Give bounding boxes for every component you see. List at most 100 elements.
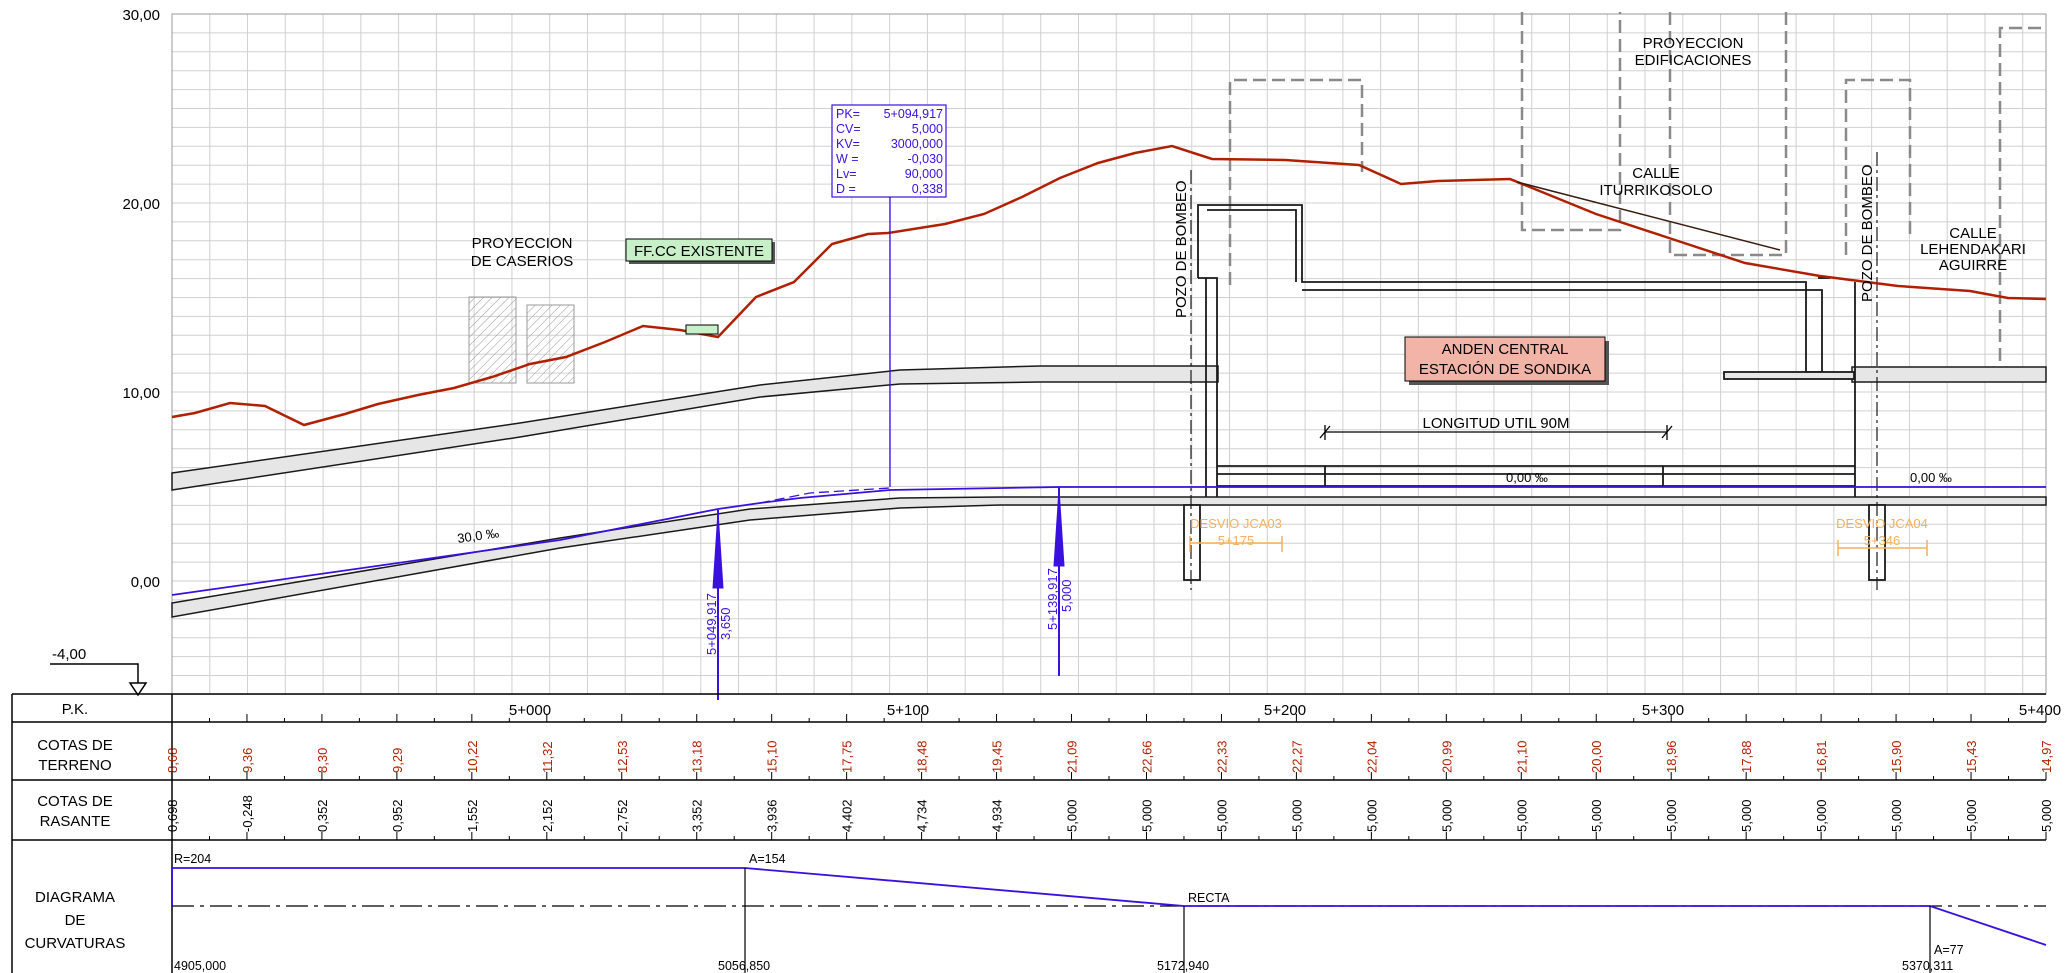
curvature-station: 5056,850: [718, 959, 770, 973]
vc-value: 3000,000: [891, 137, 943, 151]
vc-key: PK=: [836, 107, 860, 121]
terreno-value: 20,99: [1439, 740, 1454, 773]
cotas-terreno-values: 8,68 9,36 8,30 9,29 10,22 11,32 12,53 13,18 15,1…: [165, 740, 2054, 773]
pk-label: 5+300: [1642, 702, 1684, 719]
terreno-value: 21,10: [1514, 740, 1529, 773]
pendiente-label: 0,00 ‰: [1910, 470, 1952, 485]
pk-label: 5+000: [509, 702, 551, 719]
rasante-value: 5,000: [1439, 799, 1454, 832]
curvature-r-label: R=204: [174, 852, 211, 866]
pk-label: 5+400: [2019, 702, 2061, 719]
terreno-value: 9,36: [240, 748, 255, 773]
terreno-value: 14,97: [2039, 740, 2054, 773]
pendiente-label: 0,00 ‰: [1506, 470, 1548, 485]
vc-key: KV=: [836, 137, 860, 151]
terreno-value: 11,32: [540, 741, 555, 773]
desvio-jca03-pk: 5+175: [1218, 533, 1255, 548]
terreno-value: 9,29: [390, 748, 405, 773]
rasante-value: -0,248: [240, 795, 255, 832]
terreno-value: 15,10: [765, 740, 780, 773]
rasante-value: 1,552: [465, 799, 480, 832]
curvature-diagram: R=204 A=154 RECTA A=77 4905,000 5056,850…: [171, 852, 2047, 973]
vc-value: -0,030: [908, 152, 943, 166]
desvio-markers: [1189, 536, 1928, 556]
curvature-a154-label: A=154: [749, 852, 786, 866]
terreno-value: 19,45: [990, 740, 1005, 773]
anden-central-label: ESTACIÓN DE SONDIKA: [1419, 361, 1591, 378]
datum-label: -4,00: [52, 646, 86, 663]
y-tick-label: 30,00: [122, 7, 160, 24]
profile-table: [11, 693, 2046, 973]
terreno-value: 17,75: [840, 740, 855, 773]
terreno-value: 16,81: [1814, 740, 1829, 773]
y-tick-label: 10,00: [122, 385, 160, 402]
rasante-value: 5,000: [1289, 799, 1304, 832]
row-header-curvaturas: DE: [65, 912, 86, 929]
rasante-value: 2,752: [615, 799, 630, 832]
row-header-pk: P.K.: [62, 701, 88, 718]
terreno-value: 13,18: [690, 740, 705, 773]
desvio-jca03-label: DESVIO JCA03: [1190, 516, 1282, 531]
rasante-value: 5,000: [1664, 799, 1679, 832]
proyeccion-edificaciones-label: EDIFICACIONES: [1635, 52, 1752, 69]
pk-label: 5+200: [1264, 702, 1306, 719]
terreno-value: 10,22: [465, 740, 480, 773]
row-header-terreno: COTAS DE: [37, 737, 113, 754]
rasante-value: 4,934: [990, 799, 1005, 832]
rasante-value: 2,152: [540, 799, 555, 832]
vertex-1-pk: 5+049,917: [704, 593, 719, 655]
vc-key: CV=: [836, 122, 861, 136]
rasante-value: 5,000: [1739, 799, 1754, 832]
longitud-util-label: LONGITUD UTIL 90M: [1423, 415, 1570, 432]
terreno-value: 8,68: [165, 748, 180, 773]
curvature-recta-label: RECTA: [1188, 891, 1230, 905]
vc-key: Lv=: [836, 167, 857, 181]
pk-labels: 5+000 5+100 5+200 5+300 5+400: [509, 702, 2061, 719]
curvature-station: 4905,000: [174, 959, 226, 973]
rasante-value: 3,352: [690, 799, 705, 832]
pozo-bombeo-label: POZO DE BOMBEO: [1859, 164, 1876, 302]
rasante-value: 5,000: [1589, 799, 1604, 832]
terreno-value: 12,53: [615, 740, 630, 773]
terreno-value: 18,48: [915, 740, 930, 773]
y-axis: 30,00 20,00 10,00 0,00: [122, 7, 160, 591]
pendiente-label: 30,0 ‰: [456, 525, 500, 546]
ffcc-existente-tag: FF.CC EXISTENTE: [625, 238, 775, 335]
rasante-value: 5,000: [1889, 799, 1904, 832]
desvio-jca04-label: DESVIO JCA04: [1836, 516, 1928, 531]
caserio-blocks: [468, 296, 575, 384]
proyeccion-caserios-label: DE CASERIOS: [471, 253, 574, 270]
pump-wells: [1183, 152, 1886, 590]
terreno-value: 15,43: [1964, 740, 1979, 773]
curvature-station: 5172,940: [1157, 959, 1209, 973]
building-projections: [1228, 12, 2044, 382]
row-header-terreno: TERRENO: [38, 757, 111, 774]
longitud-util-dimension: [1319, 425, 1673, 440]
rasante-value: 5,000: [1214, 799, 1229, 832]
grade-line: [171, 196, 2046, 596]
vc-value: 90,000: [905, 167, 943, 181]
calle-lehendakari-label: AGUIRRE: [1939, 257, 2007, 274]
row-header-rasante: COTAS DE: [37, 793, 113, 810]
calle-lehendakari-label: LEHENDAKARI: [1920, 241, 2026, 258]
annotations: PROYECCION DE CASERIOS PROYECCION EDIFIC…: [471, 35, 2026, 432]
y-tick-label: 20,00: [122, 196, 160, 213]
y-tick-label: 0,00: [131, 574, 160, 591]
pozo-bombeo-label: POZO DE BOMBEO: [1173, 180, 1190, 318]
terreno-value: 22,27: [1289, 740, 1304, 773]
calle-iturrikosolo-label: CALLE: [1632, 165, 1680, 182]
terreno-value: 21,09: [1065, 740, 1080, 773]
vertex-arrow-icon: [712, 511, 724, 589]
desvio-jca04-pk: 5+346: [1864, 533, 1901, 548]
terreno-value: 22,33: [1214, 740, 1229, 773]
terreno-value: 22,04: [1364, 740, 1379, 773]
rasante-value: 0,698: [165, 799, 180, 832]
row-header-rasante: RASANTE: [40, 813, 111, 830]
rasante-value: 0,952: [390, 799, 405, 832]
rasante-value: 5,000: [1139, 799, 1154, 832]
terreno-value: 17,88: [1739, 740, 1754, 773]
proyeccion-caserios-label: PROYECCION: [472, 235, 573, 252]
terreno-value: 15,90: [1889, 740, 1904, 773]
table-ticks: [171, 714, 2047, 840]
